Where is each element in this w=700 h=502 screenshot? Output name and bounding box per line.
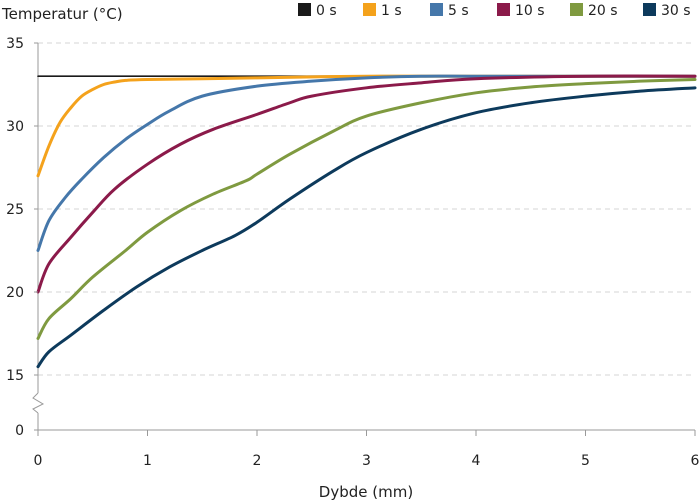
x-tick-label-5: 5 (581, 453, 590, 469)
y-tick-label-25: 25 (6, 202, 24, 218)
x-tick-label-4: 4 (472, 453, 481, 469)
legend-swatch-1s (363, 3, 376, 16)
legend-label-1s: 1 s (381, 3, 402, 19)
legend: 0 s 1 s 5 s 10 s 20 s 30 s (298, 3, 691, 19)
y-tick-label-20: 20 (6, 285, 24, 301)
legend-swatch-10s (497, 3, 510, 16)
y-axis-title: Temperatur (°C) (1, 5, 123, 23)
grid-lines (38, 42, 695, 376)
series-line-5s (36, 74, 697, 252)
y-tick-label-0: 0 (15, 423, 24, 439)
y-axis-break (32, 392, 45, 414)
tick-labels: 0 15 20 25 30 35 0 1 2 3 4 5 6 (6, 36, 699, 469)
y-tick-label-35: 35 (6, 36, 24, 52)
series-line-10s (36, 74, 697, 294)
legend-label-10s: 10 s (515, 3, 545, 19)
legend-swatch-20s (570, 3, 583, 16)
x-tick-label-3: 3 (362, 453, 371, 469)
x-tick-label-6: 6 (691, 453, 700, 469)
legend-swatch-5s (430, 3, 443, 16)
series-line-30s (36, 86, 697, 369)
legend-label-5s: 5 s (448, 3, 469, 19)
legend-label-0s: 0 s (316, 3, 337, 19)
x-axis-title: Dybde (mm) (319, 483, 413, 501)
series-line-20s (36, 78, 697, 340)
y-tick-label-30: 30 (6, 119, 24, 135)
x-tick-label-1: 1 (143, 453, 152, 469)
x-tick-label-2: 2 (253, 453, 262, 469)
axes (32, 43, 695, 431)
legend-swatch-30s (643, 3, 656, 16)
legend-label-20s: 20 s (588, 3, 618, 19)
legend-label-30s: 30 s (661, 3, 691, 19)
y-tick-label-15: 15 (6, 368, 24, 384)
x-tick-label-0: 0 (34, 453, 43, 469)
series-lines (36, 74, 697, 369)
legend-swatch-0s (298, 3, 311, 16)
